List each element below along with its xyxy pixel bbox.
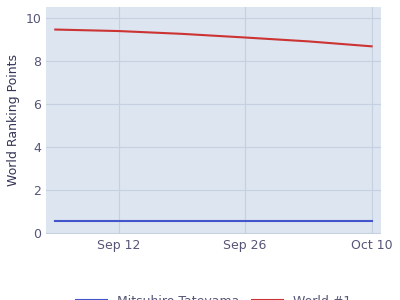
World #1 (243, 36, 248, 39)
Line: World #1: World #1 (55, 29, 372, 46)
World #1 (306, 40, 311, 43)
World #1 (369, 44, 374, 48)
Y-axis label: World Ranking Points: World Ranking Points (7, 55, 20, 187)
Legend: Mitsuhiro Tateyama, World #1: Mitsuhiro Tateyama, World #1 (69, 289, 358, 300)
World #1 (116, 29, 121, 33)
World #1 (53, 28, 58, 31)
Mitsuhiro Tateyama (53, 219, 58, 223)
Mitsuhiro Tateyama (179, 219, 184, 223)
World #1 (179, 32, 184, 36)
Mitsuhiro Tateyama (116, 219, 121, 223)
Mitsuhiro Tateyama (369, 219, 374, 223)
Mitsuhiro Tateyama (306, 219, 311, 223)
Mitsuhiro Tateyama (243, 219, 248, 223)
